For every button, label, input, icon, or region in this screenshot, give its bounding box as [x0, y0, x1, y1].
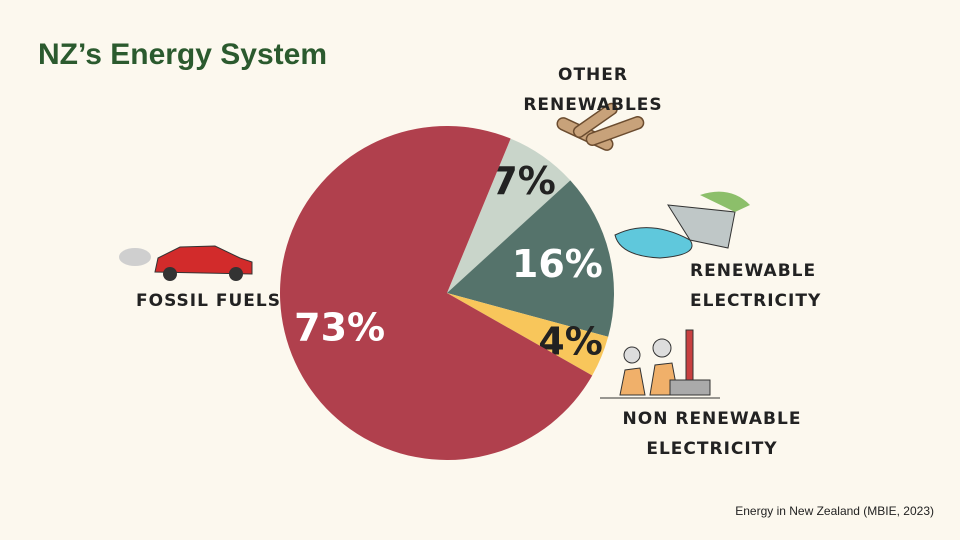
pie: 7%16%4%73%	[280, 125, 615, 461]
source: Energy in New Zealand (MBIE, 2023)	[735, 504, 934, 518]
pie-slice	[447, 293, 609, 376]
wheel	[163, 267, 177, 281]
logs	[556, 102, 645, 151]
category-label: FOSSIL FUELS	[136, 291, 281, 311]
value-label: 16%	[512, 242, 603, 286]
dam	[614, 191, 750, 259]
pie-slice	[447, 138, 571, 293]
pie-slice	[280, 125, 593, 461]
smoke	[119, 248, 151, 266]
value-label: 73%	[294, 305, 385, 349]
chart-title: NZ’s Energy System	[38, 38, 327, 71]
category-label: OTHER RENEWABLES	[523, 65, 663, 115]
wheel	[229, 267, 243, 281]
category-label: NON RENEWABLE ELECTRICITY	[622, 409, 802, 459]
category-label: RENEWABLE ELECTRICITY	[690, 261, 822, 311]
value-label: 7%	[491, 159, 556, 203]
pie-slice	[447, 180, 615, 337]
car	[154, 245, 253, 275]
power-plant	[600, 329, 720, 399]
icons	[119, 102, 750, 399]
